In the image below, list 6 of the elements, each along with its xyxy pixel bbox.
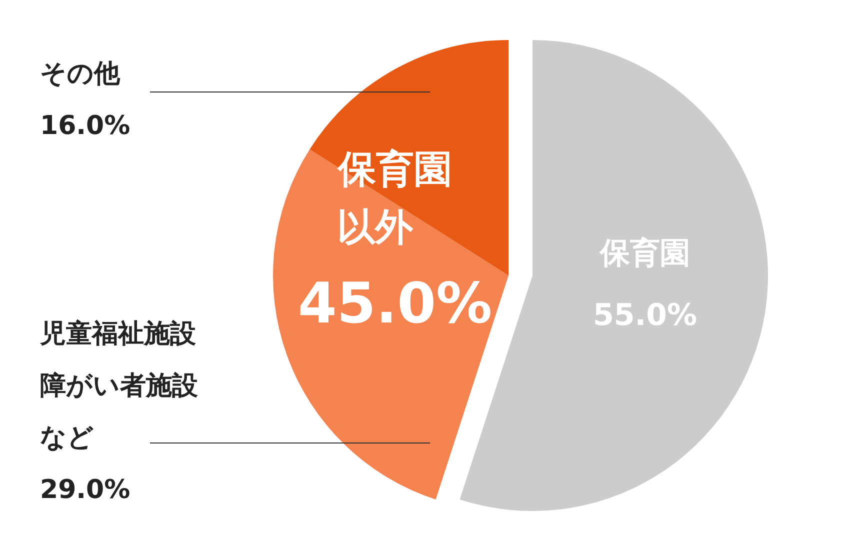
text: 45.0% <box>298 272 492 337</box>
data-label: 29.0% <box>40 474 130 505</box>
text: 保育園以外 <box>336 146 452 249</box>
slice-label: 児童福祉施設障がい者施設など <box>39 318 199 453</box>
slice-label: その他 <box>40 58 121 89</box>
data-label: 16.0% <box>40 110 130 141</box>
